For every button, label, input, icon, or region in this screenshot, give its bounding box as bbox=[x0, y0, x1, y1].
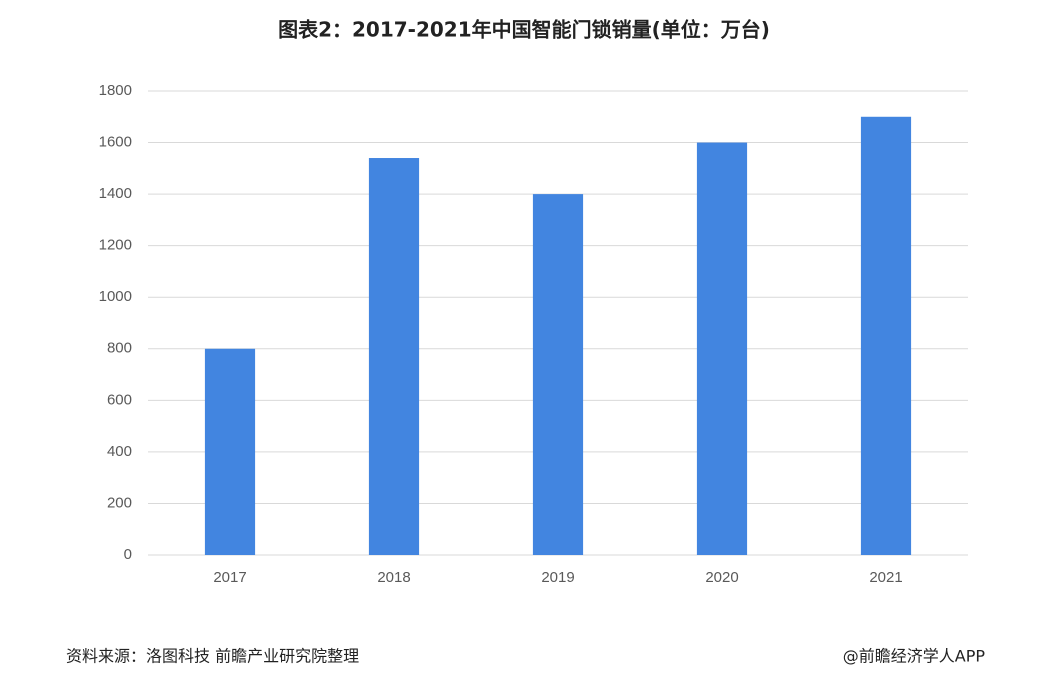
y-tick-label: 0 bbox=[124, 546, 132, 563]
y-tick-label: 400 bbox=[107, 443, 132, 460]
y-tick-label: 1400 bbox=[99, 185, 132, 202]
bar bbox=[532, 194, 584, 555]
y-tick-label: 800 bbox=[107, 340, 132, 357]
x-tick-label: 2017 bbox=[213, 569, 246, 586]
x-tick-label: 2021 bbox=[869, 569, 902, 586]
y-tick-label: 1800 bbox=[99, 82, 132, 99]
credit: @前瞻经济学人APP bbox=[843, 647, 986, 666]
y-tick-label: 600 bbox=[107, 391, 132, 408]
bar bbox=[696, 142, 748, 556]
bar bbox=[204, 348, 256, 555]
y-tick-label: 1000 bbox=[99, 288, 132, 305]
bar bbox=[368, 158, 420, 555]
x-tick-label: 2018 bbox=[377, 569, 410, 586]
chart-title: 图表2：2017-2021年中国智能门锁销量(单位：万台) bbox=[278, 18, 770, 42]
y-tick-label: 200 bbox=[107, 494, 132, 511]
y-tick-label: 1600 bbox=[99, 134, 132, 151]
x-tick-label: 2020 bbox=[705, 569, 738, 586]
y-tick-label: 1200 bbox=[99, 237, 132, 254]
x-tick-label: 2019 bbox=[541, 569, 574, 586]
source-note: 资料来源：洛图科技 前瞻产业研究院整理 bbox=[66, 647, 359, 666]
bar bbox=[860, 116, 912, 556]
